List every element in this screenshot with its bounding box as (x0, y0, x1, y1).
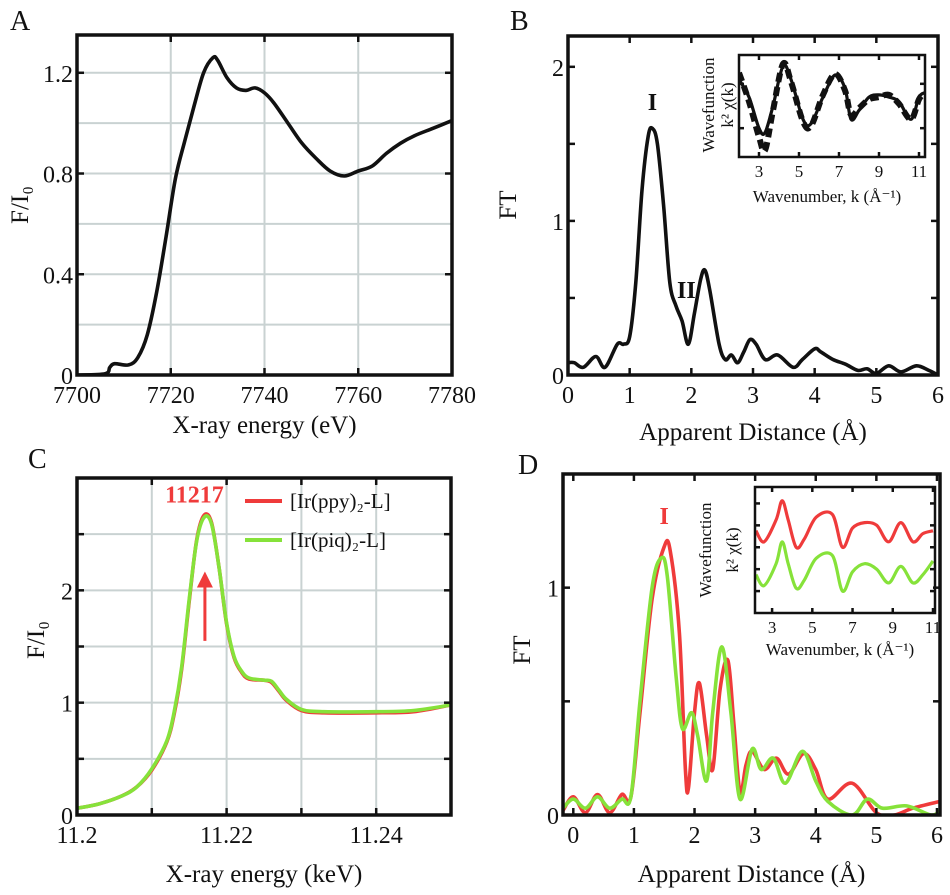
x-tick-label: 11.22 (200, 823, 253, 849)
x-tick-label: 7 (848, 618, 857, 637)
y-tick-label: 2 (61, 579, 73, 605)
x-tick-label: 6 (932, 383, 944, 409)
x-axis-label: X-ray energy (eV) (172, 412, 356, 439)
x-axis-label: Apparent Distance (Å) (639, 419, 867, 446)
x-tick-label: 4 (810, 823, 822, 849)
x-tick-label: 11 (925, 618, 941, 637)
y-axis-label: F/I₀ (7, 186, 34, 224)
series-line-1 (755, 540, 935, 593)
x-tick-label: 5 (808, 618, 817, 637)
x-tick-label: 7 (835, 162, 844, 181)
panel-a: 7700 7720 7740 7760 7780 0 0.4 0.8 1.2 X-ray ener… (7, 6, 476, 439)
y-axis-label: Wavefunction (699, 57, 718, 152)
annotation: 11217 (165, 483, 224, 509)
x-tick-label: 3 (755, 162, 764, 181)
y-tick-label: 1.2 (43, 62, 73, 88)
x-tick-label: 7720 (147, 383, 195, 409)
x-tick-label: 7700 (53, 383, 101, 409)
x-axis-label: Wavenumber, k (Å⁻¹) (766, 640, 914, 659)
y-axis-label: F/I₀ (23, 621, 50, 659)
x-axis-label: Apparent Distance (Å) (638, 861, 866, 888)
legend-label: [Ir(ppy)₂-L] (290, 489, 391, 513)
series-line-0 (77, 54, 452, 375)
y-axis-label-2: k² χ(k) (723, 527, 742, 572)
x-tick-label: 7740 (241, 383, 289, 409)
x-tick-label: 1 (624, 383, 636, 409)
series-line-1 (563, 555, 940, 815)
x-tick-label: 1 (628, 823, 640, 849)
y-tick-label: 0 (547, 804, 559, 830)
x-tick-label: 0 (567, 823, 579, 849)
x-tick-label: 11 (911, 162, 927, 181)
plot-frame (561, 472, 942, 817)
x-tick-label: 5 (795, 162, 804, 181)
legend-label: [Ir(piq)₂-L] (290, 528, 386, 552)
panel-d: 0 1 2 3 4 5 6 0 1 Apparent Distance (Å) FT D I (509, 450, 943, 888)
series-line-0 (77, 512, 451, 811)
y-axis-label: FT (495, 190, 522, 219)
annotation: I (660, 504, 669, 530)
x-tick-label: 7780 (428, 383, 476, 409)
x-tick-label: 9 (875, 162, 884, 181)
y-tick-label: 0.4 (43, 263, 73, 289)
series-line-0 (755, 499, 934, 550)
y-axis-label: Wavefunction (696, 502, 715, 597)
panel-letter: A (10, 6, 31, 37)
plot-frame (737, 53, 927, 159)
x-tick-label: 3 (768, 618, 777, 637)
y-axis-label: FT (509, 635, 536, 664)
x-axis-label: Wavenumber, k (Å⁻¹) (753, 187, 901, 206)
series-line-0 (568, 125, 938, 375)
y-tick-label: 0 (61, 364, 73, 390)
y-tick-label: 0 (61, 804, 73, 830)
x-tick-label: 5 (870, 823, 882, 849)
y-tick-label: 1 (547, 577, 559, 603)
x-tick-label: 5 (870, 383, 882, 409)
y-tick-label: 1 (552, 210, 564, 236)
x-tick-label: 7760 (334, 383, 382, 409)
legend-item: [Ir(piq)₂-L] (245, 528, 386, 552)
series-line-1 (739, 59, 925, 155)
y-axis-label-2: k² χ(k) (718, 82, 737, 127)
x-tick-label: 3 (747, 383, 759, 409)
x-tick-label: 11.2 (56, 823, 97, 849)
annotation: I (648, 90, 657, 116)
y-tick-label: 0 (552, 364, 564, 390)
panel-d-inset: 3 5 7 9 11 Wavenumber, k (Å⁻¹) Wavefunction k² … (696, 485, 941, 659)
x-axis-label: X-ray energy (keV) (166, 861, 363, 888)
panel-letter: B (510, 6, 529, 37)
x-tick-label: 11.24 (350, 823, 403, 849)
x-tick-label: 3 (749, 823, 761, 849)
panel-b-inset: 3 5 7 9 11 Wavenumber, k (Å⁻¹) Wavefunction k² … (699, 53, 927, 206)
x-tick-label: 0 (562, 383, 574, 409)
x-tick-label: 9 (889, 618, 898, 637)
x-tick-label: 2 (689, 823, 701, 849)
panel-letter: C (28, 444, 47, 475)
x-tick-label: 6 (931, 823, 943, 849)
y-tick-label: 2 (552, 56, 564, 82)
y-tick-label: 1 (61, 692, 73, 718)
x-tick-label: 4 (809, 383, 821, 409)
x-tick-label: 2 (685, 383, 697, 409)
plot-frame (753, 485, 937, 615)
arrow-up-icon (196, 571, 213, 641)
series-line-1 (77, 514, 451, 811)
panel-c: 11.2 11.22 11.24 0 1 2 X-ray energy (keV) F/I₀ C… (23, 444, 453, 888)
panel-letter: D (518, 450, 538, 481)
annotation: II (677, 278, 696, 304)
legend-item: [Ir(ppy)₂-L] (245, 489, 391, 513)
series-line-0 (563, 538, 940, 815)
series-line-0 (739, 63, 925, 136)
y-tick-label: 0.8 (43, 163, 73, 189)
